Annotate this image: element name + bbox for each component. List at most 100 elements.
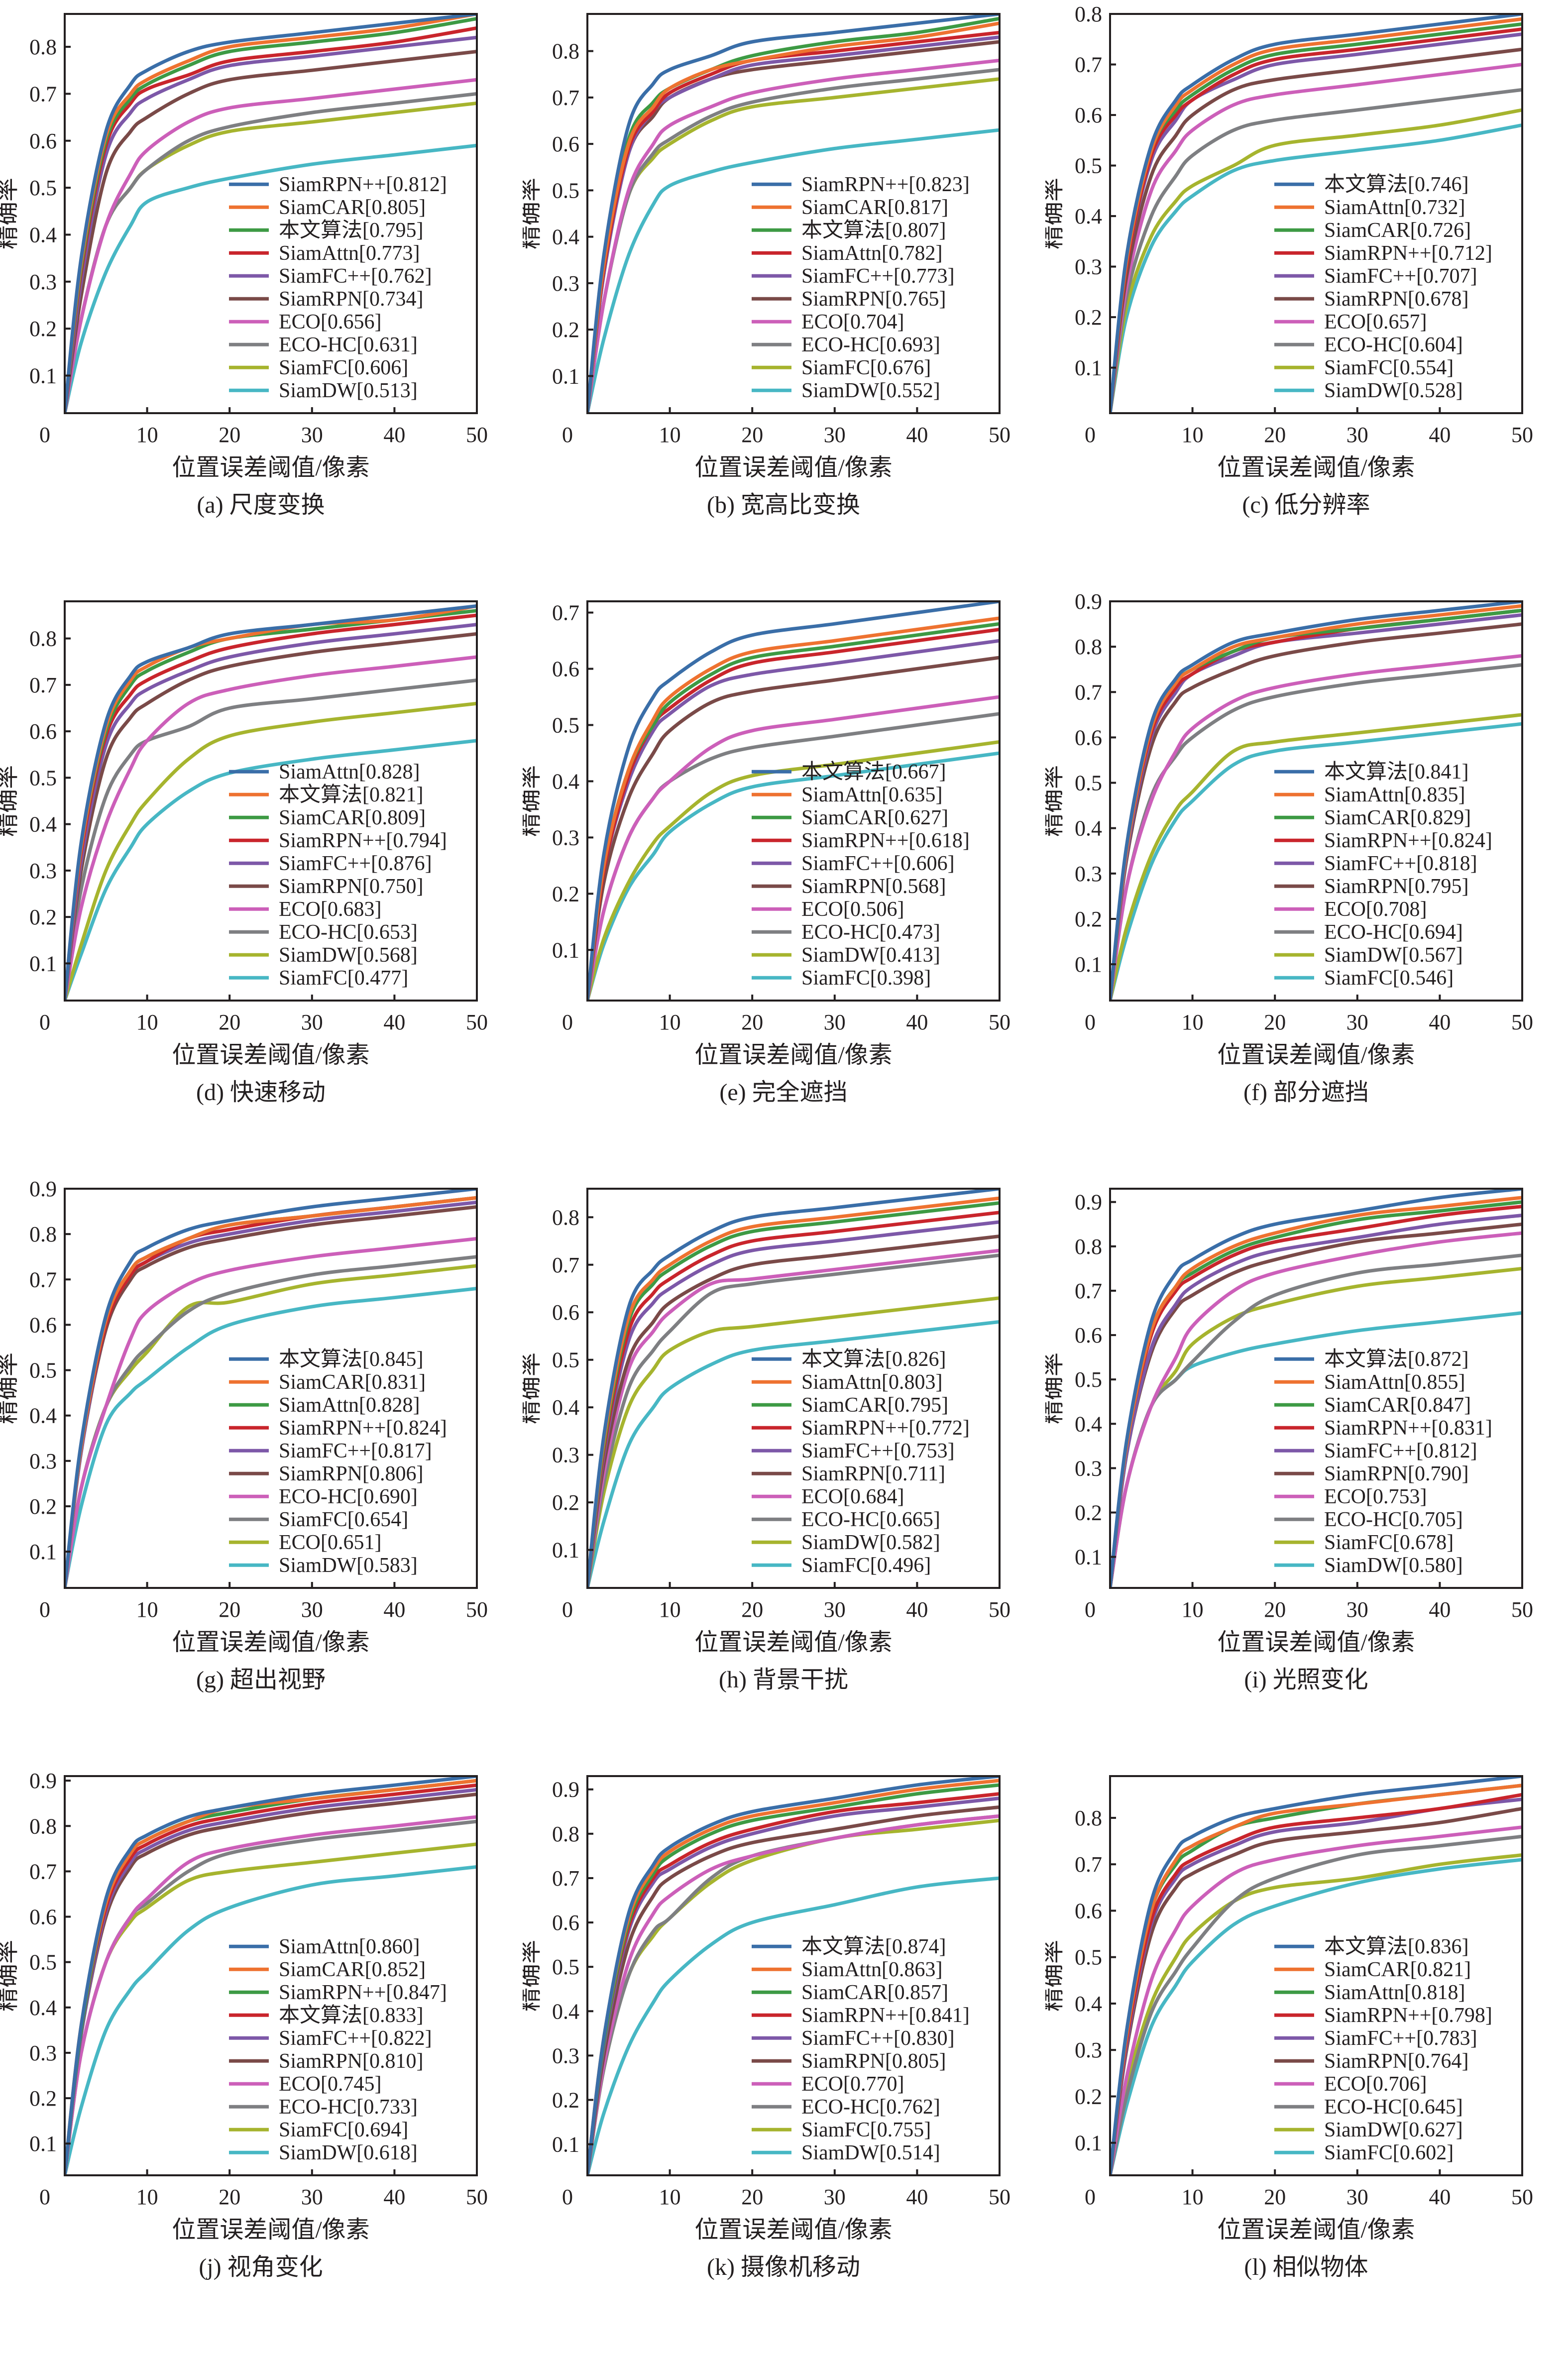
legend-item: SiamAttn[0.828] <box>229 761 420 784</box>
legend-label: SiamRPN[0.750] <box>279 875 424 898</box>
legend-item: SiamCAR[0.847] <box>1274 1394 1471 1417</box>
y-tick-label: 0.4 <box>29 812 57 837</box>
legend-item: 本文算法[0.826] <box>752 1347 946 1371</box>
legend-item: SiamFC[0.678] <box>1274 1531 1454 1554</box>
x-tick-label: 10 <box>659 1597 681 1622</box>
y-tick-label: 0.4 <box>29 223 57 247</box>
chart-panel-h: 0 10 20 30 40 50 0.1 0.2 0.3 0.4 0.5 0.6 0.7 0.8 位置误差阈… <box>523 1175 1045 1762</box>
x-tick-label: 50 <box>989 423 1010 447</box>
y-tick-label: 0.4 <box>29 1996 57 2020</box>
y-tick-label: 0.3 <box>1075 2038 1102 2062</box>
y-tick-label: 0.3 <box>552 825 579 850</box>
legend-label: SiamDW[0.528] <box>1324 379 1463 402</box>
series-line-siamdw <box>65 143 477 413</box>
legend-label: SiamRPN[0.734] <box>279 288 424 311</box>
legend-label: SiamDW[0.513] <box>279 379 418 402</box>
legend-label: SiamDW[0.583] <box>279 1554 418 1577</box>
y-tick-label: 0.1 <box>29 2132 57 2156</box>
y-tick-label: 0.6 <box>1075 725 1102 750</box>
legend-label: SiamCAR[0.847] <box>1324 1394 1471 1417</box>
series-lines <box>1110 14 1522 413</box>
legend-item: SiamRPN[0.734] <box>229 288 424 311</box>
plot-frame <box>1109 1188 1523 1589</box>
legend-label: SiamRPN[0.805] <box>801 2050 946 2073</box>
plot-frame <box>64 13 478 414</box>
legend-label: ECO[0.770] <box>801 2073 904 2096</box>
legend-item: SiamAttn[0.828] <box>229 1394 420 1417</box>
legend-item: SiamDW[0.552] <box>752 379 940 402</box>
x-tick-label: 30 <box>301 1010 323 1034</box>
legend-label: SiamCAR[0.817] <box>801 196 948 219</box>
x-tick-label: 40 <box>383 2185 405 2209</box>
plot-frame <box>64 1775 478 2176</box>
y-tick-label: 0.5 <box>1075 1367 1102 1392</box>
y-tick-label: 0.6 <box>552 657 579 681</box>
y-tick-label: 0.4 <box>552 1999 579 2023</box>
legend-item: SiamDW[0.567] <box>1274 944 1463 967</box>
legend-item: SiamAttn[0.818] <box>1274 1981 1465 2004</box>
x-axis-label: 位置误差阈值/像素 <box>172 1042 369 1068</box>
legend: 本文算法[0.836]SiamCAR[0.821]SiamAttn[0.818]… <box>1274 1935 1492 2164</box>
legend-item: SiamRPN++[0.772] <box>752 1417 970 1440</box>
y-tick-label: 0.7 <box>1075 1852 1102 1877</box>
legend: 本文算法[0.872]SiamAttn[0.855]SiamCAR[0.847]… <box>1274 1347 1492 1577</box>
y-axis-label: 精确率 <box>523 1940 543 2012</box>
legend-label: SiamCAR[0.809] <box>279 806 426 829</box>
legend-item: SiamDW[0.582] <box>752 1531 940 1554</box>
chart-svg-d: 0 10 20 30 40 50 0.1 0.2 0.3 0.4 0.5 0.6 0.7 0.8 位置误差阈… <box>0 600 488 1106</box>
series-lines <box>65 604 477 1001</box>
chart-panel-d: 0 10 20 30 40 50 0.1 0.2 0.3 0.4 0.5 0.6 0.7 0.8 位置误差阈… <box>0 587 523 1175</box>
chart-panel-k: 0 10 20 30 40 50 0.1 0.2 0.3 0.4 0.5 0.6 0.7 0.8 0.9 位置… <box>523 1762 1045 2350</box>
y-tick-label: 0.8 <box>1075 635 1102 659</box>
panel-caption: (g) 超出视野 <box>196 1667 326 1693</box>
series-line-本文算法 <box>1110 14 1522 413</box>
legend-label: ECO-HC[0.473] <box>801 921 940 944</box>
y-tick-label: 0.4 <box>1075 204 1102 228</box>
x-tick-label: 40 <box>906 423 928 447</box>
y-tick-label: 0.7 <box>1075 680 1102 704</box>
legend-label: SiamDW[0.618] <box>279 2141 418 2164</box>
chart-panel-f: 0 10 20 30 40 50 0.1 0.2 0.3 0.4 0.5 0.6 0.7 0.8 0.9 位置… <box>1045 587 1568 1175</box>
legend-item: SiamRPN++[0.831] <box>1274 1417 1492 1440</box>
legend-item: ECO[0.684] <box>752 1485 904 1508</box>
legend-label: SiamFC[0.602] <box>1324 2141 1454 2164</box>
chart-svg-k: 0 10 20 30 40 50 0.1 0.2 0.3 0.4 0.5 0.6 0.7 0.8 0.9 位置… <box>523 1775 1010 2280</box>
x-tick-label: 10 <box>1182 1010 1204 1034</box>
y-axis-label: 精确率 <box>0 1940 20 2012</box>
series-line-eco-hc <box>65 1236 477 1588</box>
legend-item: ECO-HC[0.705] <box>1274 1508 1463 1531</box>
legend-label: SiamAttn[0.863] <box>801 1958 942 1981</box>
legend-label: 本文算法[0.821] <box>279 783 423 806</box>
x-tick-label: 30 <box>824 1010 846 1034</box>
legend-item: SiamRPN++[0.812] <box>229 173 447 196</box>
legend-item: SiamFC++[0.707] <box>1274 265 1477 288</box>
series-line-siamfc <box>1110 1858 1522 2175</box>
x-tick-label: 20 <box>1264 2185 1286 2209</box>
series-line-siamrpn <box>587 656 1000 1001</box>
y-tick-label: 0.2 <box>29 317 57 341</box>
series-line-siamfc <box>1110 722 1522 1001</box>
series-line-siamdw <box>1110 123 1522 413</box>
series-line-eco-hc <box>1110 1834 1522 2175</box>
legend-item: ECO[0.708] <box>1274 898 1427 921</box>
y-tick-label: 0.2 <box>1075 907 1102 931</box>
legend-label: SiamRPN++[0.824] <box>279 1417 447 1440</box>
legend-item: SiamCAR[0.726] <box>1274 219 1471 242</box>
legend-label: SiamFC[0.554] <box>1324 356 1454 379</box>
y-tick-label: 0.8 <box>552 1205 579 1230</box>
series-line-本文算法 <box>587 601 1000 1001</box>
legend-label: ECO-HC[0.653] <box>279 921 418 944</box>
x-tick-label: 30 <box>301 423 323 447</box>
x-tick-label: 10 <box>136 2185 158 2209</box>
legend-label: SiamDW[0.582] <box>801 1531 940 1554</box>
plot-frame <box>1109 1775 1523 2176</box>
legend-label: ECO-HC[0.645] <box>1324 2096 1463 2119</box>
legend-item: 本文算法[0.746] <box>1274 173 1468 196</box>
y-tick-label: 0.5 <box>29 766 57 790</box>
legend-label: SiamRPN[0.678] <box>1324 288 1469 311</box>
legend-label: SiamFC[0.755] <box>801 2119 931 2141</box>
legend-item: SiamFC++[0.773] <box>752 265 955 288</box>
x-tick-label: 40 <box>383 1597 405 1622</box>
x-tick-label: 40 <box>1429 1597 1451 1622</box>
